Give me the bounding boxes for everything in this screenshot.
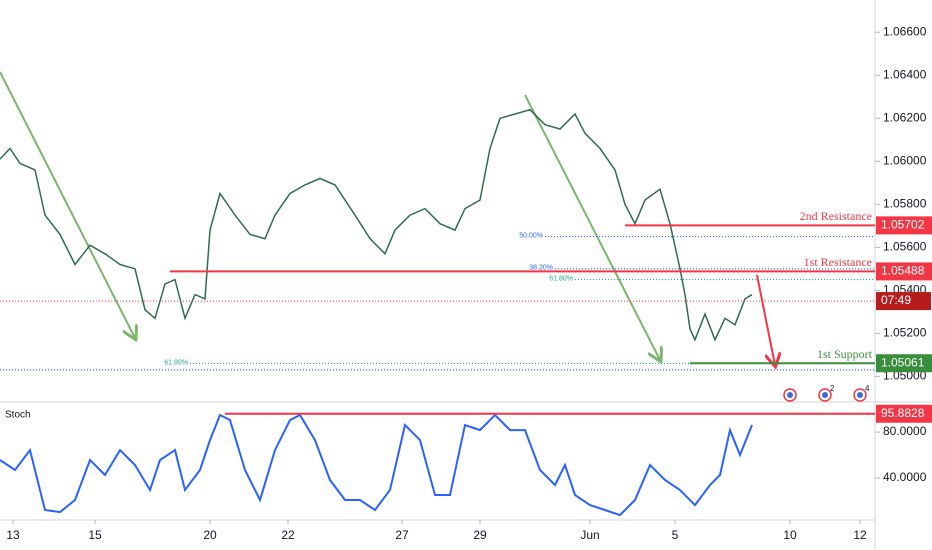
- level-box: [876, 262, 932, 281]
- y-tick-label: 1.05800: [883, 196, 927, 210]
- y-tick-label: 1.05600: [883, 239, 927, 253]
- x-tick-label: 22: [281, 528, 295, 542]
- pane-title: Stoch: [5, 410, 31, 421]
- x-tick-label: 29: [473, 528, 487, 542]
- level-box: [876, 216, 932, 235]
- fib-label: 50.00%: [519, 232, 543, 239]
- arrow: [756, 274, 775, 365]
- series-line: [0, 108, 753, 342]
- level-value: 1.05061: [881, 355, 925, 369]
- event-badge: 4: [865, 384, 870, 393]
- level-value: 1.05488: [881, 264, 925, 278]
- x-tick-label: 5: [672, 528, 679, 542]
- x-tick-label: 15: [88, 528, 102, 542]
- event-icons: [783, 388, 867, 402]
- arrow: [0, 71, 135, 338]
- arrow: [524, 94, 660, 360]
- event-badge: 2: [830, 384, 835, 393]
- x-tick-label: 13: [6, 528, 20, 542]
- y-tick-label: 1.05200: [883, 326, 927, 340]
- x-tick-label: 10: [783, 528, 797, 542]
- y-tick-label: 1.06600: [883, 24, 927, 38]
- x-tick-label: 12: [853, 528, 867, 542]
- countdown: 07:49: [881, 293, 911, 307]
- level-value: 1.05702: [881, 218, 925, 232]
- fib-label: 61.80%: [164, 359, 188, 366]
- x-tick-label: Jun: [580, 528, 599, 542]
- y-tick-label: 80.0000: [883, 424, 927, 438]
- fib-label: 38.20%: [529, 265, 553, 272]
- level-value: 95.8828: [881, 406, 925, 420]
- level-name: 1st Support: [817, 347, 873, 361]
- y-tick-label: 1.06000: [883, 153, 927, 167]
- y-tick-label: 1.06400: [883, 67, 927, 81]
- y-tick-label: 1.06200: [883, 110, 927, 124]
- level-name: 1st Resistance: [804, 255, 872, 269]
- x-tick-label: 20: [203, 528, 217, 542]
- y-tick-label: 40.0000: [883, 470, 927, 484]
- level-box: [876, 404, 932, 423]
- series-line: [0, 413, 753, 517]
- fib-label: 61.80%: [549, 275, 573, 282]
- level-box: [876, 354, 932, 373]
- price-box: [876, 292, 931, 311]
- level-name: 2nd Resistance: [800, 209, 872, 223]
- x-tick-label: 27: [395, 528, 409, 542]
